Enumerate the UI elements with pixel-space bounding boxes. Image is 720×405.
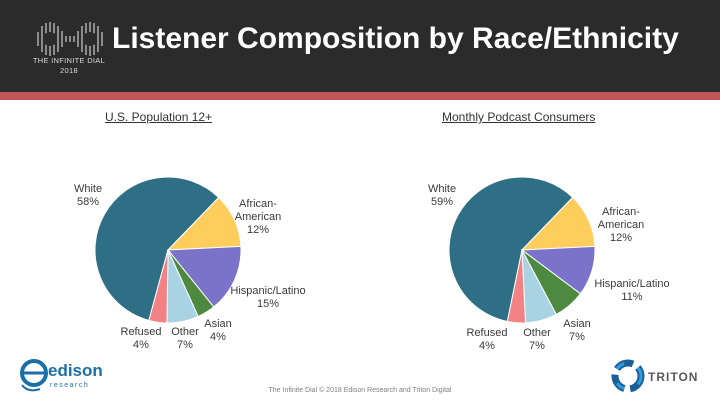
slice-label-line: Hispanic/Latino	[230, 285, 306, 297]
edison-logo-icon	[20, 359, 48, 392]
slice-label: White 58%	[48, 183, 128, 209]
slice-label: African- American 12%	[218, 198, 298, 237]
page-title: Listener Composition by Race/Ethnicity	[112, 22, 679, 55]
header-stripe	[0, 92, 720, 100]
slice-label-line: 7%	[569, 331, 585, 343]
slice-label-line: White	[73, 183, 103, 195]
slice-label-line: Asian	[563, 318, 591, 330]
logo-line-2: 2018	[60, 66, 78, 75]
pie-slice	[506, 249, 527, 324]
chart-title-us-population: U.S. Population 12+	[105, 110, 213, 124]
slice-label-line: Asian	[204, 318, 232, 330]
edison-logo-text: edison	[48, 361, 103, 380]
slice-label-line: White	[427, 183, 457, 195]
pie-slice	[448, 176, 574, 323]
slice-label: Other 7%	[145, 326, 225, 352]
logo-line-1: THE INFINITE DIAL	[32, 56, 106, 65]
edison-logo-subtext: research	[50, 382, 90, 389]
infinite-dial-logo-icon	[37, 22, 103, 56]
slice-label: Asian 4%	[178, 318, 258, 344]
slice-label-line: Refused	[466, 327, 508, 339]
slice-label-line: 7%	[529, 340, 545, 352]
slice-label-line: 4%	[479, 340, 495, 352]
slice-label-line: American	[234, 211, 282, 223]
slice-label-line: 58%	[76, 196, 100, 208]
slice-label: Other 7%	[497, 327, 577, 353]
slice-label-line: Other	[171, 326, 199, 338]
slice-label-line: Hispanic/Latino	[594, 278, 670, 290]
slice-label: Refused 4%	[101, 326, 181, 352]
slice-label: White 59%	[402, 183, 482, 209]
slice-label-line: 12%	[246, 224, 270, 236]
slice-label-line: 12%	[609, 232, 633, 244]
slice-label: Refused 4%	[447, 327, 527, 353]
triton-logo-text: TRITON	[648, 370, 699, 384]
slice-label: Hispanic/Latino 11%	[592, 278, 672, 304]
triton-logo-icon	[611, 359, 645, 393]
slice-label-line: 4%	[133, 339, 149, 351]
slice-label-line: 59%	[430, 196, 454, 208]
pie-slice	[94, 176, 220, 322]
slice-label-line: Refused	[120, 326, 162, 338]
slice-label-line: American	[597, 219, 645, 231]
slice-label-line: 15%	[256, 298, 280, 310]
pie-slice	[148, 249, 169, 324]
pie-slice	[166, 245, 242, 308]
slice-label-line: 4%	[210, 331, 226, 343]
header-bar	[0, 0, 720, 92]
slice-label-line: African-	[602, 206, 640, 218]
chart-title-podcast-consumers: Monthly Podcast Consumers	[442, 110, 596, 124]
slice-label-line: African-	[239, 198, 277, 210]
slice-label-line: 11%	[621, 291, 643, 303]
slice-label: Asian 7%	[537, 318, 617, 344]
slice-label-line: 7%	[177, 339, 193, 351]
slice-label: Hispanic/Latino 15%	[228, 285, 308, 311]
slice-label-line: Other	[523, 327, 551, 339]
footer-credit: The Infinite Dial © 2018 Edison Research…	[268, 387, 452, 394]
slice-label: African- American 12%	[581, 206, 661, 245]
